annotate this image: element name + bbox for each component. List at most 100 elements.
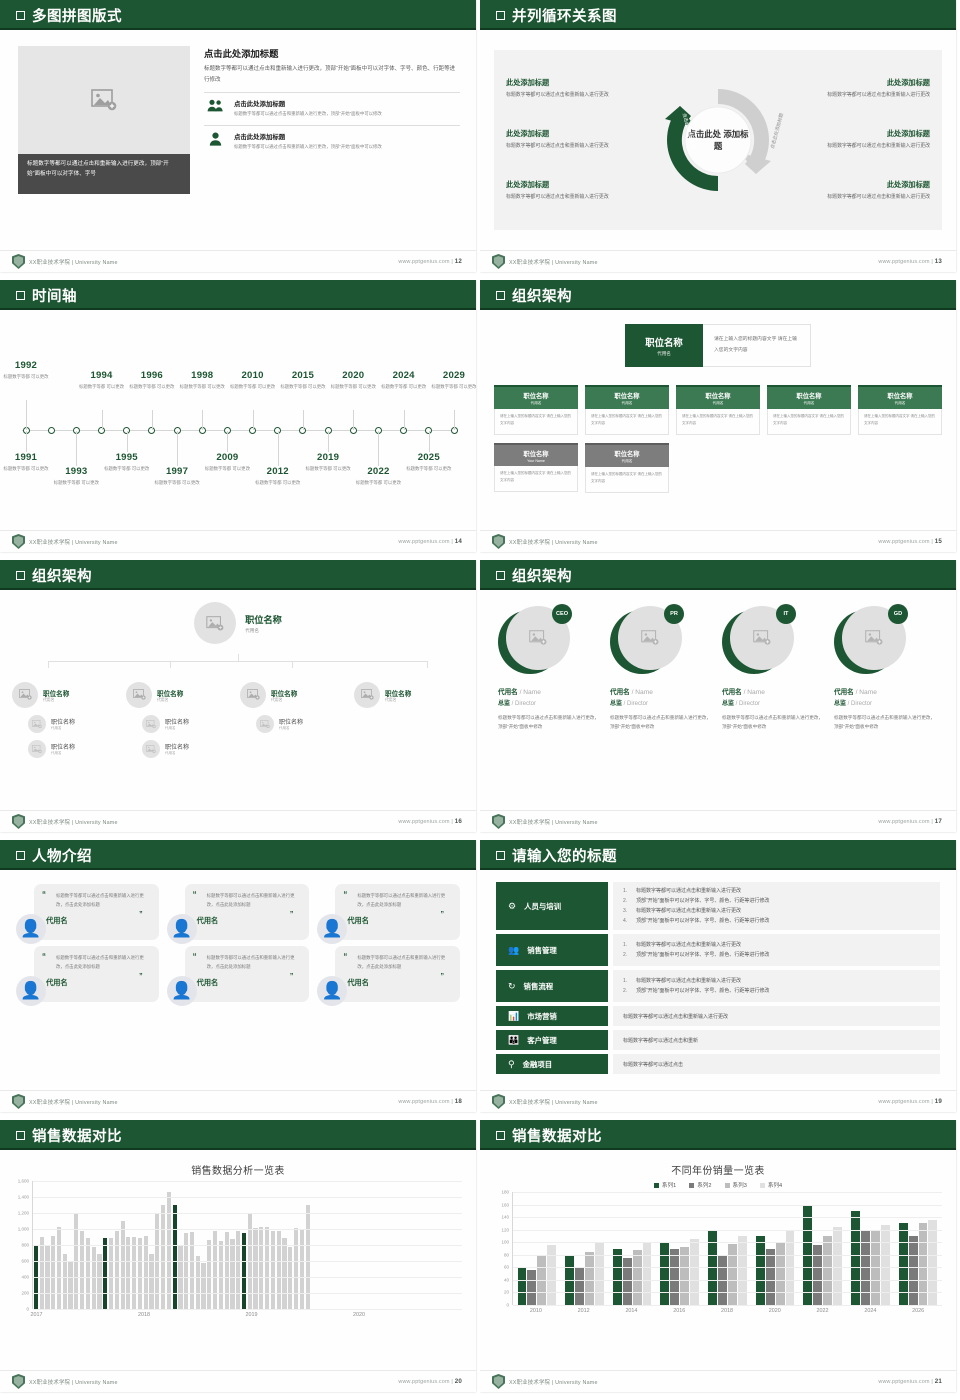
bar[interactable] <box>880 1224 890 1305</box>
bar[interactable] <box>575 1267 584 1305</box>
bar[interactable] <box>39 1237 44 1309</box>
timeline-label-above[interactable]: 1992 标题数字等都 可以更改 <box>0 360 59 380</box>
bar[interactable] <box>813 1245 823 1305</box>
cycle-block[interactable]: 此处添加标题 标题数字等都可以通过点击和重新输入进行更改 <box>804 78 930 100</box>
bar[interactable] <box>642 1241 652 1305</box>
org-card[interactable]: 职位名称 Your Name 请在上输入您的标题内容文字 请在上输入您的文字内容 <box>494 443 578 493</box>
bar[interactable] <box>276 1231 281 1309</box>
bar[interactable] <box>305 1205 310 1309</box>
slide-thumbnail-20[interactable]: 销售数据对比 销售数据分析一览表 0 200 400 600 800 1,000 1,200… <box>0 1120 480 1400</box>
bar[interactable] <box>928 1220 938 1305</box>
org-branch-node[interactable]: 职位名称 代用名 <box>12 682 122 708</box>
bar[interactable] <box>833 1226 843 1305</box>
category-row[interactable]: ⚲ 金融项目 标题数字等都可以通过点击 <box>496 1054 940 1074</box>
slide-thumbnail-13[interactable]: 并列循环关系图 此处添加标题 标题数字等都可以通过点击和重新输入进行更改 此处添… <box>480 0 960 280</box>
bar[interactable] <box>517 1267 527 1305</box>
person-quote-card[interactable]: “ ” 标题数字等都可以通过点击和重新输入进行更改，点击此处添加标题 代用名 👤 <box>16 946 159 1006</box>
org-branch-node[interactable]: 职位名称 代用名 <box>240 682 350 708</box>
bar[interactable] <box>547 1245 557 1305</box>
bar[interactable] <box>51 1236 56 1309</box>
timeline-label-below[interactable]: 1993 标题数字等都 可以更改 <box>43 466 109 486</box>
bar[interactable] <box>103 1237 108 1309</box>
slide-thumbnail-12[interactable]: 多图拼图版式 标题数字等都 <box>0 0 480 280</box>
person-quote-card[interactable]: “ ” 标题数字等都可以通过点击和重新输入进行更改，点击此处添加标题 代用名 👤 <box>317 884 460 944</box>
bar[interactable] <box>259 1227 264 1309</box>
bar[interactable] <box>823 1235 833 1305</box>
slide-thumbnail-19[interactable]: 请输入您的标题 ⚙ 人员与培训 1. 标题数字等都可以通过点击和重新输入进行更改 2. 顶… <box>480 840 960 1120</box>
timeline-label-below[interactable]: 1997 标题数字等都 可以更改 <box>144 466 210 486</box>
bar[interactable] <box>265 1227 270 1309</box>
bar[interactable] <box>201 1262 206 1309</box>
timeline-label-above[interactable]: 2024 标题数字等都 可以更改 <box>371 370 437 390</box>
image-placeholder[interactable] <box>18 46 190 154</box>
legend-entry[interactable]: 系列4 <box>759 1181 782 1189</box>
timeline-label-below[interactable]: 1995 标题数字等都 可以更改 <box>94 452 160 472</box>
slide-thumbnail-17[interactable]: 组织架构 CEO 代用名 / Name 总监 / Director 标题数字等都可以通… <box>480 560 960 840</box>
bar[interactable] <box>288 1247 293 1309</box>
bar[interactable] <box>218 1241 223 1309</box>
legend-entry[interactable]: 系列2 <box>689 1181 712 1189</box>
bar[interactable] <box>108 1237 114 1309</box>
org-branch-node[interactable]: 职位名称 代用名 <box>354 682 464 708</box>
timeline-label-above[interactable]: 1994 标题数字等都 可以更改 <box>69 370 135 390</box>
bar[interactable] <box>527 1270 537 1305</box>
bar[interactable] <box>166 1192 171 1309</box>
timeline-label-below[interactable]: 2012 标题数字等都 可以更改 <box>245 466 311 486</box>
bar[interactable] <box>632 1249 642 1305</box>
bar[interactable] <box>224 1232 229 1309</box>
bar[interactable] <box>282 1237 287 1309</box>
bar[interactable] <box>236 1230 241 1309</box>
bar[interactable] <box>851 1210 861 1305</box>
person-card[interactable]: PR 代用名 / Name 总监 / Director 标题数字等都可以通过点击和重新… <box>610 604 714 731</box>
timeline-label-below[interactable]: 2022 标题数字等都 可以更改 <box>345 466 411 486</box>
bar[interactable] <box>137 1237 143 1309</box>
person-quote-card[interactable]: “ ” 标题数字等都可以通过点击和重新输入进行更改，点击此处添加标题 代用名 👤 <box>317 946 460 1006</box>
bar[interactable] <box>230 1238 235 1309</box>
timeline-label-below[interactable]: 2009 标题数字等都 可以更改 <box>194 452 260 472</box>
bar[interactable] <box>737 1235 747 1305</box>
timeline-label-below[interactable]: 2019 标题数字等都 可以更改 <box>295 452 361 472</box>
org-card[interactable]: 职位名称 代用名 请在上输入您的标题内容文字 请在上输入您的文字内容 <box>858 385 942 435</box>
category-tag[interactable]: ↻ 销售流程 <box>496 970 608 1002</box>
bar[interactable] <box>189 1232 195 1309</box>
bar[interactable] <box>172 1205 177 1309</box>
category-row[interactable]: ⚙ 人员与培训 1. 标题数字等都可以通过点击和重新输入进行更改 2. 顶部“开始”面板中… <box>496 882 940 930</box>
bar[interactable] <box>622 1257 632 1305</box>
bar[interactable] <box>126 1237 131 1309</box>
timeline-label-above[interactable]: 1996 标题数字等都 可以更改 <box>119 370 185 390</box>
legend-entry[interactable]: 系列3 <box>724 1181 747 1189</box>
bar[interactable] <box>584 1251 594 1305</box>
org-child-node[interactable]: 职位名称 代用名 <box>126 715 236 733</box>
slide-thumbnail-16[interactable]: 组织架构 <box>0 560 480 840</box>
bar[interactable] <box>253 1228 258 1309</box>
bar[interactable] <box>68 1261 73 1309</box>
person-quote-card[interactable]: “ ” 标题数字等都可以通过点击和重新输入进行更改，点击此处添加标题 代用名 👤 <box>166 884 310 944</box>
bar[interactable] <box>270 1230 276 1309</box>
bar[interactable] <box>775 1242 785 1305</box>
bar[interactable] <box>241 1233 247 1309</box>
person-quote-card[interactable]: “ ” 标题数字等都可以通过点击和重新输入进行更改，点击此处添加标题 代用名 👤 <box>166 946 310 1006</box>
org-root-node[interactable]: 职位名称 代用名 <box>12 602 464 644</box>
bar[interactable] <box>120 1221 125 1309</box>
bar[interactable] <box>207 1240 212 1309</box>
cycle-block[interactable]: 此处添加标题 标题数字等都可以通过点击和重新输入进行更改 <box>506 180 632 202</box>
feature-item[interactable]: 点击此处添加标题 标题数字等都可以通过点击和重新输入进行更改，顶部“开始”面板中… <box>204 125 460 151</box>
category-row[interactable]: 📊 市场营销 标题数字等都可以通过点击和重新输入进行更改 <box>496 1006 940 1026</box>
person-card[interactable]: GD 代用名 / Name 总监 / Director 标题数字等都可以通过点击和重新… <box>834 604 938 731</box>
org-branch-node[interactable]: 职位名称 代用名 <box>126 682 236 708</box>
slide-thumbnail-14[interactable]: 时间轴 1992 标题数字等都 可以更改 1994 标题数字等都 可以更改 1996 标题… <box>0 280 480 560</box>
slide-thumbnail-15[interactable]: 组织架构 职位名称 代用名 请在上输入您的标题内容文字 请在上输入您的文字内容 … <box>480 280 960 560</box>
bar[interactable] <box>56 1226 62 1309</box>
bar[interactable] <box>293 1228 299 1309</box>
org-child-node[interactable]: 职位名称 代用名 <box>240 715 350 733</box>
cycle-block[interactable]: 此处添加标题 标题数字等都可以通过点击和重新输入进行更改 <box>804 129 930 151</box>
bar[interactable] <box>660 1242 670 1305</box>
category-row[interactable]: 👥 销售管理 1. 标题数字等都可以通过点击和重新输入进行更改 2. 顶部“开始”面板中可… <box>496 934 940 966</box>
bar[interactable] <box>91 1247 96 1309</box>
bar[interactable] <box>690 1239 700 1305</box>
org-child-node[interactable]: 职位名称 代用名 <box>126 740 236 758</box>
cycle-block[interactable]: 此处添加标题 标题数字等都可以通过点击和重新输入进行更改 <box>506 78 632 100</box>
bar[interactable] <box>918 1223 928 1305</box>
bar[interactable] <box>765 1248 775 1305</box>
bar[interactable] <box>114 1230 119 1309</box>
